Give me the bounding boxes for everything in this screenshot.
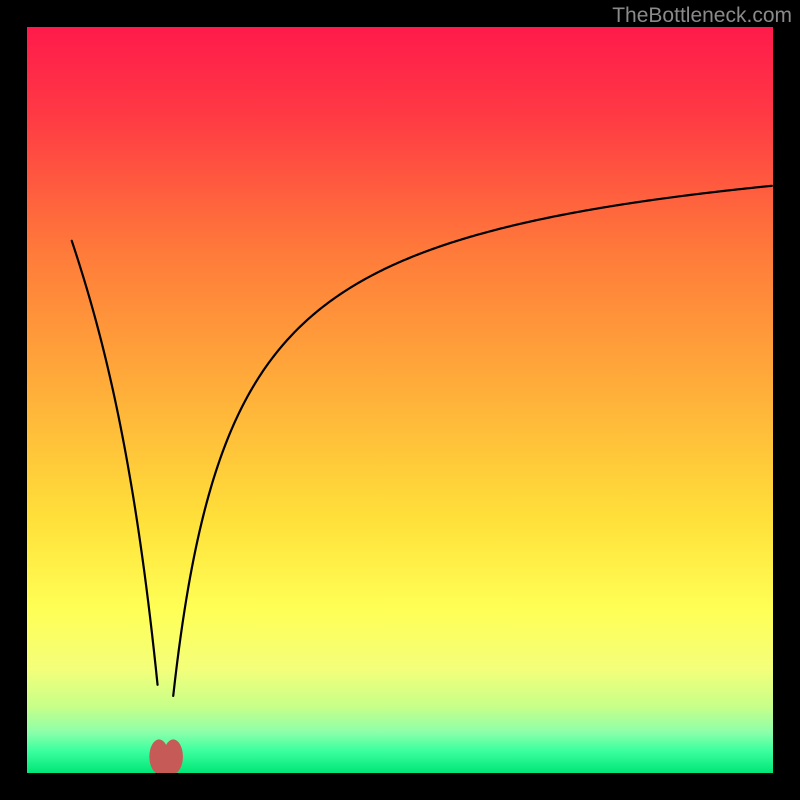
- gradient-background: [27, 27, 773, 773]
- chart-root: TheBottleneck.com: [0, 0, 800, 800]
- plot-svg: [0, 0, 800, 800]
- plot-area: [27, 27, 773, 774]
